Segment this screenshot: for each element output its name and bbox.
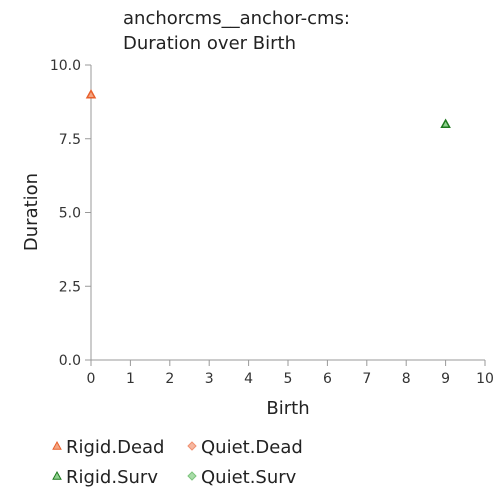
y-tick-label: 7.5 xyxy=(59,132,81,148)
axes xyxy=(90,65,485,361)
x-tick-label: 1 xyxy=(126,371,135,387)
legend-marker-rigid-dead xyxy=(52,440,62,450)
x-tick-label: 5 xyxy=(284,371,293,387)
chart-title-line-1: anchorcms__anchor-cms: xyxy=(123,8,350,29)
x-tick-label: 9 xyxy=(441,371,450,387)
data-point-rigid-dead xyxy=(85,88,97,99)
chart-title-line-2: Duration over Birth xyxy=(123,33,296,54)
data-point-rigid-surv xyxy=(440,118,451,128)
legend-label-quiet-surv: Quiet.Surv xyxy=(201,467,297,488)
x-tick-label: 0 xyxy=(87,371,96,387)
data-points xyxy=(85,88,451,128)
legend-label-rigid-dead: Rigid.Dead xyxy=(66,437,164,458)
x-tick-label: 4 xyxy=(244,371,253,387)
x-tick-label: 6 xyxy=(323,371,332,387)
legend-label-rigid-surv: Rigid.Surv xyxy=(66,467,158,488)
legend-label-quiet-dead: Quiet.Dead xyxy=(201,437,303,458)
legend: Rigid.Dead Quiet.Dead Rigid.Surv Quiet.Surv xyxy=(52,437,303,488)
x-ticks: 0 1 2 3 4 5 6 7 8 9 10 xyxy=(87,360,494,387)
x-tick-label: 3 xyxy=(205,371,214,387)
y-tick-label: 10.0 xyxy=(50,58,81,74)
x-tick-label: 8 xyxy=(402,371,411,387)
x-axis-label: Birth xyxy=(266,398,309,419)
y-tick-label: 5.0 xyxy=(59,206,81,222)
legend-marker-rigid-surv xyxy=(52,470,62,480)
y-tick-label: 2.5 xyxy=(59,279,81,295)
x-tick-label: 2 xyxy=(165,371,174,387)
legend-marker-quiet-dead xyxy=(187,441,197,451)
y-axis-label: Duration xyxy=(21,173,42,251)
legend-marker-quiet-surv xyxy=(187,471,197,481)
y-tick-label: 0.0 xyxy=(59,353,81,369)
y-ticks: 0.0 2.5 5.0 7.5 10.0 xyxy=(50,58,91,369)
x-tick-label: 7 xyxy=(362,371,371,387)
x-tick-label: 10 xyxy=(476,371,494,387)
